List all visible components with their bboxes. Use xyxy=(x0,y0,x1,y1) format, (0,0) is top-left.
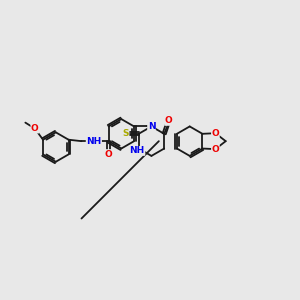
Text: O: O xyxy=(105,150,112,159)
Text: NH: NH xyxy=(130,146,145,155)
Text: O: O xyxy=(212,145,219,154)
Text: S: S xyxy=(122,129,129,138)
Text: O: O xyxy=(165,116,172,125)
Text: O: O xyxy=(31,124,39,133)
Text: NH: NH xyxy=(86,137,101,146)
Text: O: O xyxy=(212,129,219,138)
Text: N: N xyxy=(148,122,155,131)
